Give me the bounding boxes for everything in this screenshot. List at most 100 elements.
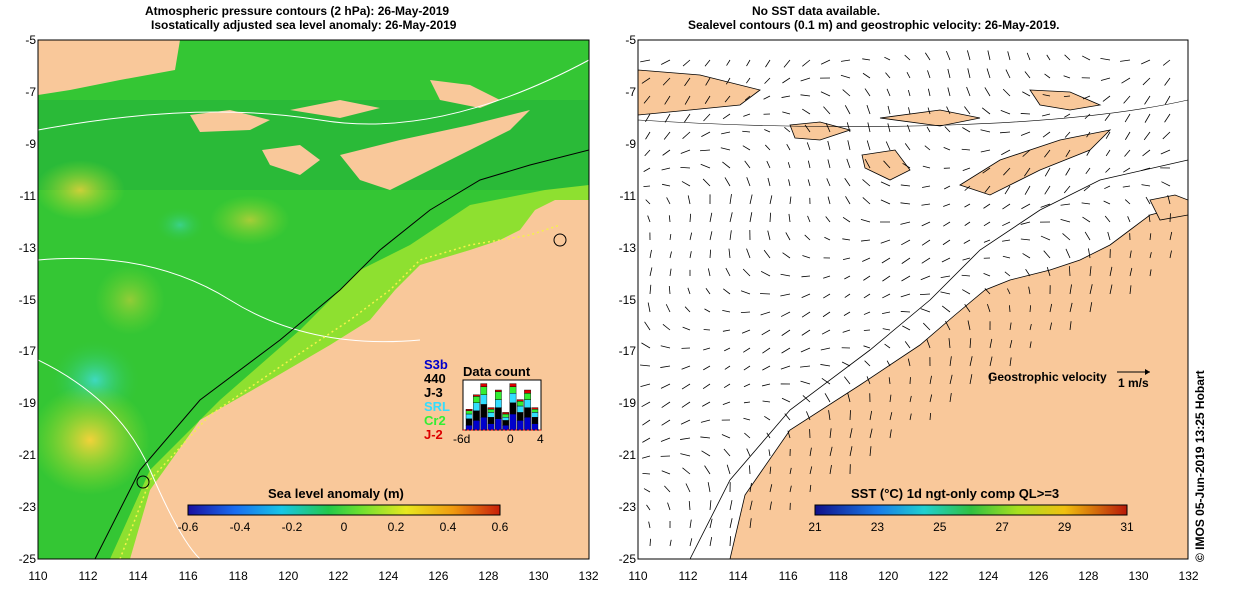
velocity-arrow: [661, 470, 671, 475]
velocity-arrow: [820, 91, 831, 97]
velocity-arrow: [643, 488, 651, 493]
velocity-arrow: [842, 89, 851, 97]
velocity-arrow: [981, 107, 991, 115]
velocity-arrow: [845, 196, 851, 205]
velocity-arrow: [788, 179, 791, 187]
velocity-arrow: [827, 140, 831, 151]
velocity-arrow: [927, 70, 931, 79]
velocity-arrow: [741, 329, 751, 334]
velocity-arrow: [781, 95, 791, 98]
y-tick-label: -5: [25, 33, 36, 47]
velocity-arrow: [961, 148, 971, 151]
velocity-arrow: [761, 383, 771, 387]
velocity-arrow: [643, 95, 651, 104]
velocity-arrow: [704, 465, 711, 475]
velocity-arrow: [769, 501, 772, 511]
velocity-arrow: [967, 50, 971, 61]
velocity-arrow: [1100, 57, 1111, 61]
velocity-arrow: [821, 378, 831, 385]
velocity-arrow: [800, 94, 811, 97]
velocity-arrow: [924, 145, 931, 151]
velocity-arrow: [1123, 167, 1131, 173]
velocity-arrow: [680, 437, 691, 440]
velocity-arrow: [842, 329, 851, 333]
satellite-legend-entry: 440: [424, 371, 446, 386]
velocity-arrow: [964, 185, 971, 191]
velocity-arrow: [729, 230, 732, 241]
velocity-arrow: [663, 131, 671, 140]
velocity-arrow: [886, 360, 891, 367]
velocity-arrow: [820, 59, 831, 65]
velocity-arrow: [829, 446, 833, 457]
velocity-arrow: [823, 106, 831, 115]
velocity-arrow: [829, 428, 832, 439]
velocity-arrow: [749, 518, 752, 529]
velocity-arrow: [763, 95, 771, 100]
velocity-arrow: [646, 504, 651, 511]
velocity-arrow: [1022, 253, 1031, 259]
velocity-arrow: [889, 394, 892, 403]
velocity-arrow: [866, 376, 871, 385]
velocity-arrow: [1069, 302, 1073, 313]
velocity-arrow: [640, 364, 651, 367]
velocity-arrow: [1149, 269, 1152, 277]
velocity-arrow: [1020, 238, 1031, 241]
velocity-arrow: [789, 467, 792, 475]
velocity-arrow: [825, 216, 831, 223]
velocity-arrow: [1065, 167, 1071, 176]
x-tick-label: 112: [78, 569, 98, 583]
velocity-arrow: [880, 239, 891, 244]
velocity-arrow: [842, 238, 851, 241]
velocity-arrow: [1089, 284, 1093, 295]
data-count-bar: [480, 417, 488, 431]
velocity-arrow: [1028, 286, 1031, 295]
velocity-arrow: [849, 446, 853, 457]
velocity-arrow: [907, 124, 911, 133]
velocity-arrow: [680, 453, 691, 457]
velocity-arrow: [964, 304, 971, 313]
velocity-arrow: [843, 311, 851, 316]
velocity-arrow: [1084, 113, 1091, 120]
velocity-arrow: [1125, 131, 1131, 140]
velocity-arrow: [1164, 113, 1171, 123]
velocity-arrow: [800, 347, 811, 353]
velocity-arrow: [844, 178, 851, 187]
velocity-arrow: [1107, 231, 1111, 241]
velocity-arrow: [746, 77, 751, 84]
data-count-bar: [502, 417, 510, 421]
velocity-arrow: [684, 113, 691, 123]
velocity-arrow: [1124, 113, 1131, 123]
velocity-arrow: [889, 429, 892, 439]
velocity-arrow: [883, 160, 891, 169]
velocity-arrow: [969, 374, 973, 385]
velocity-arrow: [982, 167, 991, 174]
velocity-arrow: [749, 212, 753, 223]
velocity-arrow: [1022, 91, 1031, 97]
velocity-arrow: [1004, 185, 1011, 195]
velocity-arrow: [761, 329, 771, 336]
data-count-bar: [516, 420, 524, 431]
left-map-frame: [37, 39, 590, 560]
velocity-arrow: [744, 160, 751, 169]
velocity-arrow: [661, 59, 671, 65]
velocity-arrow: [1021, 203, 1031, 210]
tide-gauge-marker: [136, 475, 150, 489]
y-tick-label: -21: [18, 448, 36, 463]
velocity-arrow: [744, 432, 751, 439]
velocity-arrow: [1001, 149, 1011, 156]
velocity-arrow: [921, 239, 931, 246]
velocity-arrow: [1141, 184, 1151, 187]
velocity-arrow: [843, 376, 851, 385]
velocity-arrow: [762, 400, 771, 403]
velocity-arrow: [643, 185, 651, 188]
velocity-arrow: [709, 212, 713, 223]
y-tick-label: -13: [18, 240, 36, 255]
velocity-arrow: [664, 485, 671, 493]
data-count-bar: [509, 386, 517, 394]
velocity-arrow: [881, 257, 891, 264]
velocity-arrow: [729, 500, 733, 511]
velocity-arrow: [669, 268, 672, 277]
velocity-arrow: [1141, 167, 1151, 171]
velocity-arrow: [907, 358, 911, 367]
velocity-arrow: [904, 341, 911, 349]
